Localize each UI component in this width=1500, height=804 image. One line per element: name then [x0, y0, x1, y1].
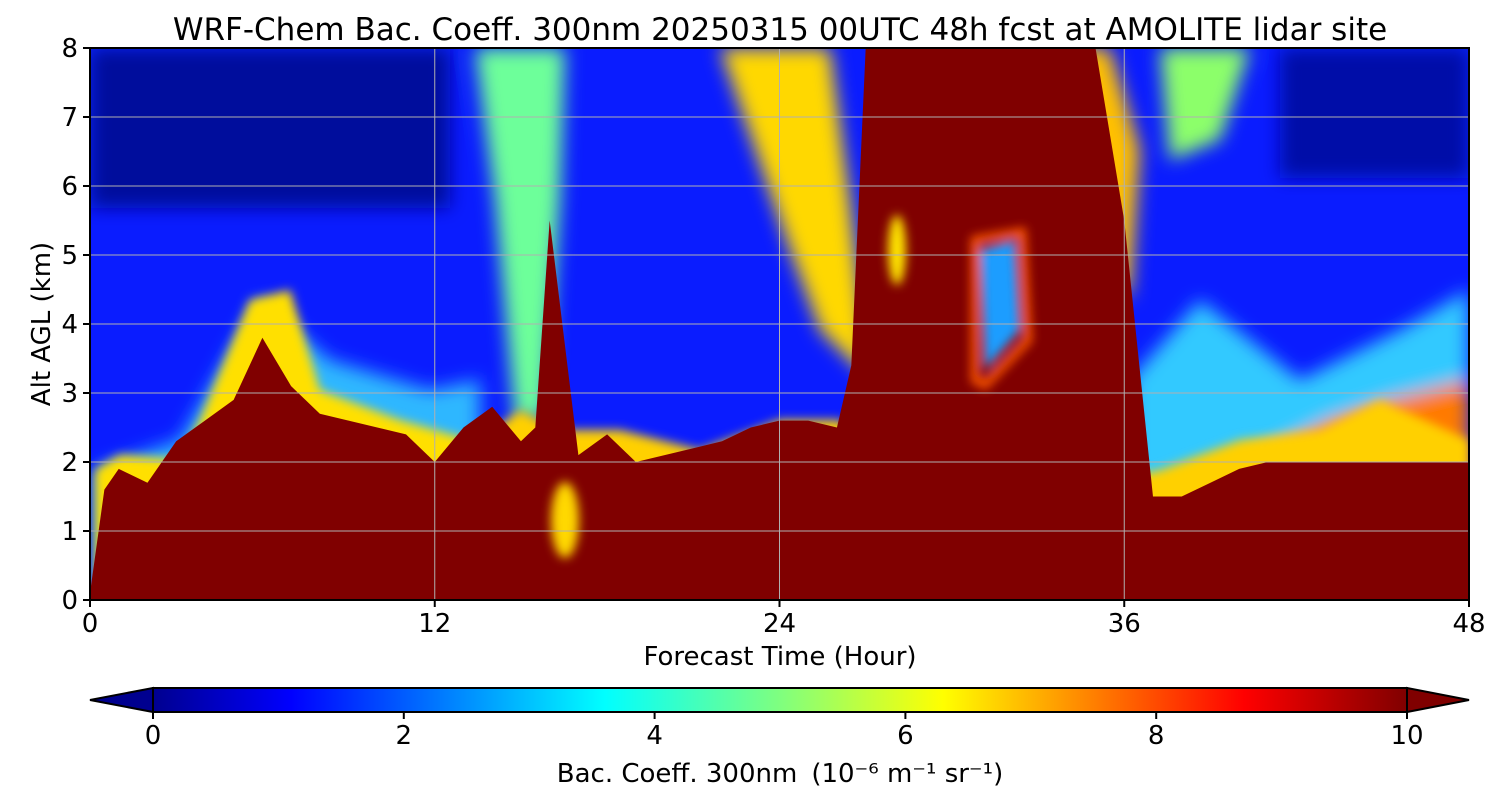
- colorbar-ticks: 0 2 4 6 8 10: [145, 712, 1424, 751]
- colorbar-tick-label: 6: [897, 721, 914, 751]
- colorbar-tick-label: 4: [646, 721, 663, 751]
- grid-lines: [90, 48, 1469, 600]
- plume-40h: [1160, 48, 1250, 160]
- x-tick-label: 0: [82, 609, 99, 639]
- colorbar-extend-min: [89, 686, 154, 714]
- y-tick-label: 1: [61, 517, 78, 547]
- colorbar-tick-label: 2: [396, 721, 413, 751]
- colorbar-label-name: Bac. Coeff. 300nm: [557, 759, 798, 789]
- upper-dark-band: [90, 48, 450, 208]
- upper-right-dark: [1280, 48, 1469, 178]
- colorbar: 0 2 4 6 8 10 Bac. Coeff. 300nm (10⁻⁶ m⁻¹ sr⁻¹): [89, 686, 1470, 789]
- colorbar-label: Bac. Coeff. 300nm (10⁻⁶ m⁻¹ sr⁻¹): [557, 759, 1003, 789]
- inclusion-31h-rim: [971, 227, 1033, 390]
- plume-25h: [720, 48, 870, 380]
- y-tick-label: 2: [61, 448, 78, 478]
- x-tick-label: 48: [1452, 609, 1485, 639]
- y-tick-label: 4: [61, 310, 78, 340]
- y-tick-label: 3: [61, 379, 78, 409]
- y-tick-label: 5: [61, 241, 78, 271]
- x-tick-label: 36: [1108, 609, 1141, 639]
- x-axis-label: Forecast Time (Hour): [643, 642, 916, 672]
- y-axis-label: Alt AGL (km): [27, 242, 57, 406]
- y-tick-label: 7: [61, 103, 78, 133]
- y-tick-label: 0: [61, 586, 78, 616]
- y-tick-label: 8: [61, 34, 78, 64]
- x-tick-label: 12: [418, 609, 451, 639]
- x-tick-label: 24: [763, 609, 796, 639]
- colorbar-tick-label: 10: [1390, 721, 1423, 751]
- colorbar-frame: [152, 687, 1408, 713]
- colorbar-ramp: [153, 688, 1407, 712]
- colorbar-extend-max: [1406, 686, 1470, 714]
- inclusion-31h: [980, 240, 1020, 370]
- colorbar-label-units: (10⁻⁶ m⁻¹ sr⁻¹): [811, 759, 1003, 789]
- colorbar-tick-label: 8: [1148, 721, 1165, 751]
- y-axis-ticks: 0 1 2 3 4 5 6 7 8: [61, 34, 90, 616]
- inclusion-17h: [551, 482, 579, 558]
- colorbar-tick-label: 0: [145, 721, 162, 751]
- y-tick-label: 6: [61, 172, 78, 202]
- chart-title: WRF-Chem Bac. Coeff. 300nm 20250315 00UT…: [173, 12, 1387, 48]
- x-axis-ticks: 0 12 24 36 48: [82, 600, 1486, 639]
- inclusion-29h: [888, 215, 906, 285]
